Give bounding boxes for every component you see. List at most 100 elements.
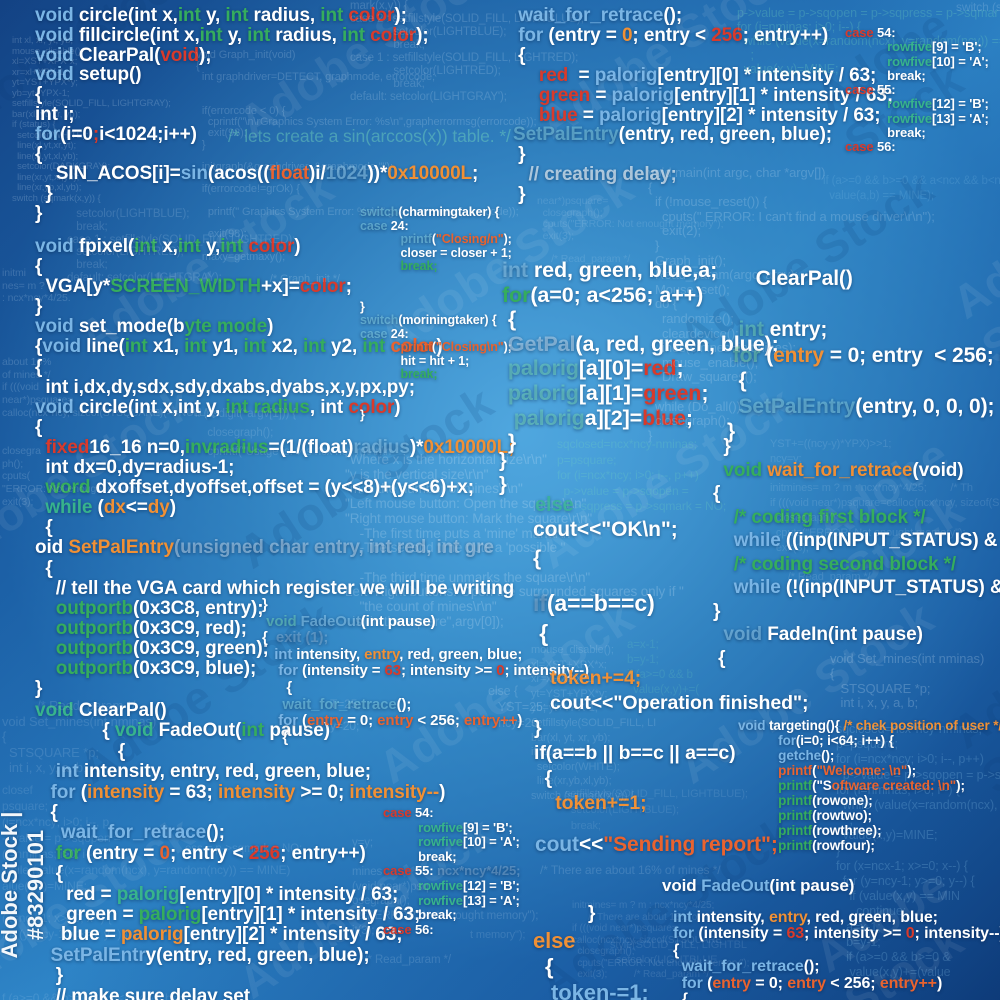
code-segment: closegraph(); xyxy=(195,427,274,439)
code-segment xyxy=(673,958,682,975)
code-segment: p->sqpress = p->sqmark = NO; xyxy=(557,499,727,514)
code-segment: int xl, xr, yt, yb; xyxy=(12,35,73,46)
code-segment: switch xyxy=(360,205,399,219)
code-segment: 55: xyxy=(873,82,896,98)
code-block-fadein-mid: } void FadeOut(int pause){ exit (1); int… xyxy=(262,596,589,746)
code-line: -The first time puts a 'mine' mark\r\n" xyxy=(345,526,684,542)
code-line: } xyxy=(360,408,512,423)
code-line: ->value = p->sqopen = xyxy=(2,830,290,846)
code-line: default: setcolor(LIGHTGRAY); xyxy=(67,272,295,285)
code-line: printf("Closing/n"); xyxy=(360,232,511,247)
code-line: case 56: xyxy=(383,922,520,938)
code-block-left-edge-tiny: int xl, xr, yt, yb; mouse_disable(); xl=XS… xyxy=(12,35,171,204)
code-line: calloc(ncx*ncy, sizeof(STSQUARE)(==NULL)… xyxy=(2,407,215,420)
code-segment: 256 xyxy=(248,842,281,864)
code-line: for (entry = 0; entry < 256; entry++) xyxy=(262,712,589,730)
code-segment: while xyxy=(733,577,781,598)
code-segment: line( xyxy=(80,336,125,358)
code-line: for (i=nminas; i>0; i--) { xyxy=(737,20,1000,34)
code-line: if (a>=0 && b>=0 & xyxy=(836,950,1000,965)
code-segment: uts("ERROR: Not enought memory"); xyxy=(352,909,539,922)
code-line: } xyxy=(588,903,595,925)
code-line: if (((void near*)psquare=calloc(ncx*ncy,… xyxy=(770,496,999,511)
code-segment xyxy=(713,577,734,598)
code-fragment-axb: a=x-1; b=y-1; if (a>=0 && b value(x,y)+=( xyxy=(627,638,699,698)
code-line: void main(int argc, char *argv[]) xyxy=(648,165,935,181)
code-line: xr=xl+XPX-1; xyxy=(12,67,171,79)
code-line: Read_param(argc, argv); xyxy=(648,267,935,283)
code-line: void Set_mines(int nminas) xyxy=(2,714,156,730)
code-segment: case 1 : setfillstyle(SOLID_FILL, LIGHTR… xyxy=(350,52,579,64)
code-segment: { xyxy=(533,620,549,646)
code-line: } xyxy=(648,238,935,254)
code-line: } xyxy=(499,473,507,497)
code-fragment-lightblue-tail: setfillstyle(SOLID_FILL, LIGHTBLUE); set… xyxy=(565,786,748,834)
code-block-left-setmines-faint: /* Read_param */void Set_mines(int nmina… xyxy=(2,698,156,776)
code-segment: y(entry, red, green, blue); xyxy=(145,944,370,966)
code-segment: entry xyxy=(306,712,344,730)
code-segment: int xyxy=(241,720,265,742)
code-segment: void xyxy=(35,24,79,46)
code-segment: xl=XST+XPX*x; xyxy=(12,56,78,67)
code-segment: rowfive xyxy=(418,892,463,908)
code-block-left-top: void circle(int x,int y, int radius, int… xyxy=(35,6,478,224)
code-line: while (Do_all()); xyxy=(648,399,935,415)
code-segment: cprintf("Usage is: %s ncx ncy m\r\n\n xyxy=(195,446,392,458)
code-segment: b=y-1; xyxy=(627,654,659,666)
code-line: break; xyxy=(383,849,520,865)
code-segment: // creating delay; xyxy=(513,164,677,186)
code-segment: while (value(x=random(ncx), y=random(ncy… xyxy=(737,34,1000,48)
code-line: if (((void xyxy=(2,381,215,394)
code-segment xyxy=(360,340,400,354)
code-line: {void line(int x1, int y1, int x2, int y… xyxy=(35,337,514,357)
code-line: for (intensity = 63; intensity >= 0; int… xyxy=(262,663,589,680)
code-segment: of mines */ xyxy=(2,368,51,381)
code-segment xyxy=(727,395,738,418)
code-segment: 63 xyxy=(384,662,402,680)
code-segment: [entry][1] * intensity / 63; xyxy=(674,84,894,106)
code-segment: void xyxy=(35,396,79,418)
code-line: wait_for_retrace(); xyxy=(262,696,589,714)
code-segment xyxy=(738,838,778,853)
code-segment: exit(98); xyxy=(196,127,247,140)
code-segment: YST=25; xyxy=(488,700,547,714)
code-line: } xyxy=(648,428,935,444)
code-segment: int xyxy=(134,236,158,257)
code-segment: void xyxy=(114,720,159,742)
code-segment: "Sending report"; xyxy=(603,833,778,856)
code-segment: case 2 : setfillstyle(SOLID_FILL, LIGHTB… xyxy=(350,13,584,25)
code-segment: exit(98); xyxy=(196,228,247,241)
code-segment: else xyxy=(535,494,574,516)
code-segment: setcolor(LIGHTBLUE); xyxy=(67,208,190,220)
code-line: } xyxy=(727,419,1000,445)
code-segment: } xyxy=(35,202,43,224)
code-segment: (entry, red, green, blue); xyxy=(618,124,833,146)
code-segment: ; xyxy=(701,380,709,405)
code-segment: // make sure delay set xyxy=(35,985,250,1000)
code-line: Graph_init(); xyxy=(648,253,935,269)
code-block-right-mid-faint: YST+=((ncy-y)*YPX)>>1; ncy=y; initmines= … xyxy=(770,437,999,585)
code-line: outportb(0x3C8, entry); xyxy=(35,598,514,619)
code-line: { xyxy=(35,518,514,538)
code-segment xyxy=(383,820,418,835)
code-segment: entry xyxy=(769,909,807,926)
code-segment: break; xyxy=(845,125,926,141)
code-segment: exit(2); xyxy=(648,223,701,239)
code-line: case 24: xyxy=(360,219,512,234)
code-segment: radius, xyxy=(270,24,343,46)
code-line: (i=ncx*ncy; i>0; i--, p xyxy=(2,814,290,830)
code-segment: break; xyxy=(350,78,425,90)
code-segment: break; xyxy=(383,907,457,923)
code-line: if(errorcode!=grOk) { xyxy=(196,184,536,195)
code-line: cputs("ERROR: Not enought memory"); xyxy=(770,526,999,541)
code-line: of mines */ xyxy=(2,369,215,382)
code-line: "Where x is the horizontal size\r\n" xyxy=(345,452,684,468)
code-segment: ) xyxy=(436,336,443,358)
code-segment: , int xyxy=(309,396,349,418)
code-segment: [13] = 'A'; xyxy=(931,110,989,126)
code-line: { xyxy=(35,741,445,762)
code-line: do { xyxy=(648,297,935,312)
code-segment: (intensity = xyxy=(302,662,385,680)
code-line: yb=yt+YPX-1; xyxy=(12,88,171,100)
code-line: value(x,y)=MINE; xyxy=(737,62,1000,76)
